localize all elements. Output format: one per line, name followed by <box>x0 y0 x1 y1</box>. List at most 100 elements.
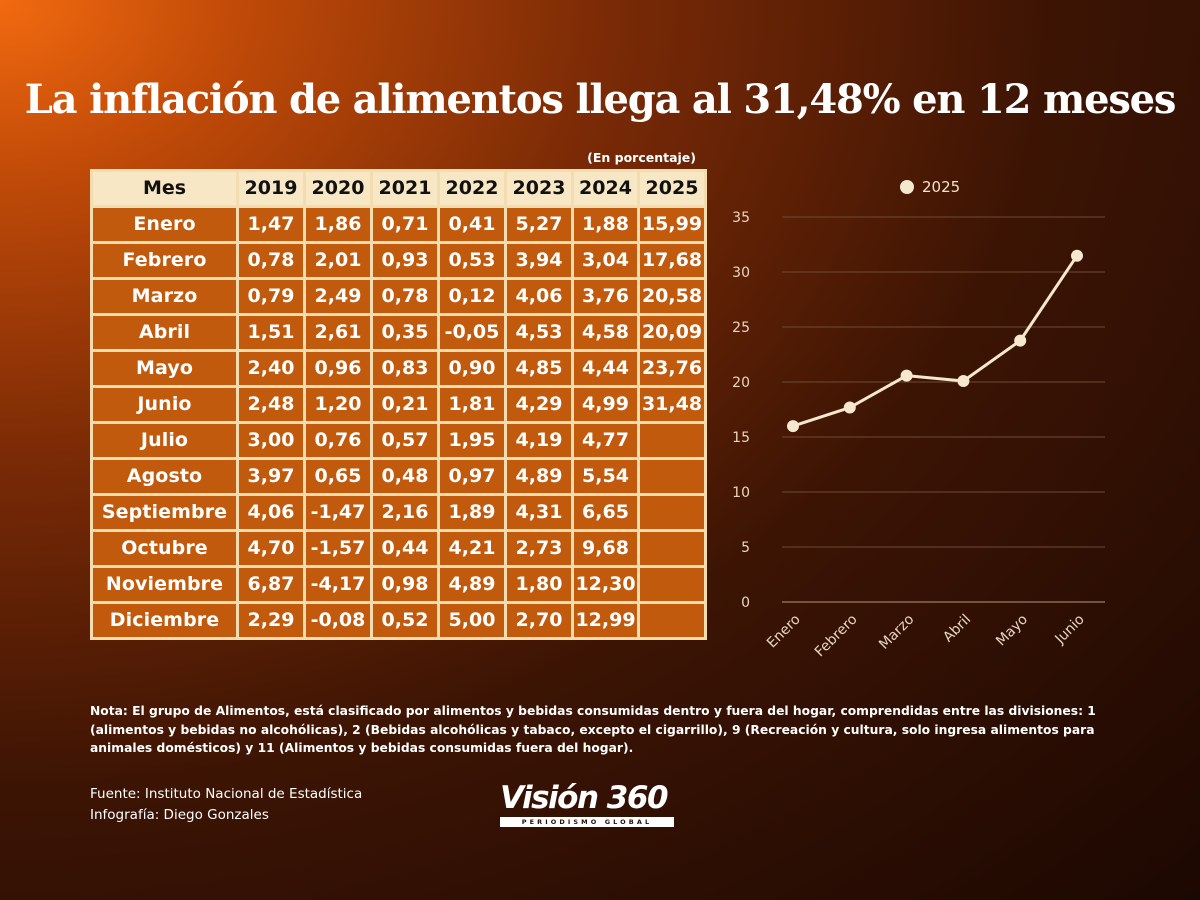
value-cell: 17,68 <box>637 241 707 280</box>
month-cell: Abril <box>90 313 239 352</box>
y-tick-label: 10 <box>732 485 750 501</box>
value-cell: 4,58 <box>571 313 640 352</box>
value-cell: 2,16 <box>370 493 440 532</box>
value-cell: 2,40 <box>236 349 306 388</box>
value-cell: 12,30 <box>571 565 640 604</box>
table-row: Febrero 0,78 2,01 0,93 0,53 3,94 3,04 17,68 <box>90 241 707 280</box>
value-cell: 5,00 <box>437 601 507 640</box>
value-cell: 2,01 <box>303 241 373 280</box>
value-cell: 0,90 <box>437 349 507 388</box>
value-cell: 1,89 <box>437 493 507 532</box>
value-cell: 0,98 <box>370 565 440 604</box>
value-cell: 2,61 <box>303 313 373 352</box>
value-cell: 0,48 <box>370 457 440 496</box>
x-tick-label: Mayo <box>993 612 1031 650</box>
data-point <box>1014 334 1027 347</box>
legend-label-2025: 2025 <box>922 178 960 196</box>
table-row: Marzo 0,79 2,49 0,78 0,12 4,06 3,76 20,58 <box>90 277 707 316</box>
chart-grid <box>782 216 1105 603</box>
value-cell: 2,73 <box>504 529 574 568</box>
value-cell: 0,57 <box>370 421 440 460</box>
header-year-2019: 2019 <box>236 169 306 208</box>
value-cell: 20,09 <box>637 313 707 352</box>
chart-legend: 2025 <box>900 178 960 196</box>
value-cell: 0,78 <box>236 241 306 280</box>
page-title: La inflación de alimentos llega al 31,48… <box>24 76 1177 123</box>
value-cell: 5,27 <box>504 205 574 244</box>
value-cell: 4,44 <box>571 349 640 388</box>
data-point <box>787 420 799 433</box>
value-cell: 0,93 <box>370 241 440 280</box>
table-row: Junio 2,48 1,20 0,21 1,81 4,29 4,99 31,48 <box>90 385 707 424</box>
value-cell: 9,68 <box>571 529 640 568</box>
value-cell: 4,06 <box>504 277 574 316</box>
series-line <box>792 254 1079 428</box>
month-cell: Noviembre <box>90 565 239 604</box>
value-cell: 0,53 <box>437 241 507 280</box>
value-cell: -4,17 <box>303 565 373 604</box>
month-cell: Enero <box>90 205 239 244</box>
table-row: Julio 3,00 0,76 0,57 1,95 4,19 4,77 <box>90 421 707 460</box>
x-tick-label: Abril <box>940 612 974 646</box>
y-tick-label: 20 <box>732 375 750 391</box>
value-cell <box>637 457 707 496</box>
value-cell: 0,44 <box>370 529 440 568</box>
value-cell: -1,57 <box>303 529 373 568</box>
value-cell: 0,52 <box>370 601 440 640</box>
infographic-credit: Infografía: Diego Gonzales <box>90 807 269 823</box>
y-tick-label: 30 <box>732 265 750 281</box>
table-row: Agosto 3,97 0,65 0,48 0,97 4,89 5,54 <box>90 457 707 496</box>
month-cell: Marzo <box>90 277 239 316</box>
header-month: Mes <box>90 169 239 208</box>
value-cell: 4,89 <box>504 457 574 496</box>
table-row: Abril 1,51 2,61 0,35 -0,05 4,53 4,58 20,09 <box>90 313 707 352</box>
month-cell: Mayo <box>90 349 239 388</box>
value-cell: 3,97 <box>236 457 306 496</box>
legend-marker <box>900 180 914 194</box>
table-body: Enero 1,47 1,86 0,71 0,41 5,27 1,88 15,99 Febrer… <box>90 205 707 640</box>
value-cell <box>637 421 707 460</box>
logo-tagline: PERIODISMO GLOBAL <box>521 818 653 826</box>
value-cell: 6,87 <box>236 565 306 604</box>
value-cell: 12,99 <box>571 601 640 640</box>
value-cell: 0,71 <box>370 205 440 244</box>
value-cell: 0,21 <box>370 385 440 424</box>
value-cell: 0,83 <box>370 349 440 388</box>
month-cell: Junio <box>90 385 239 424</box>
value-cell: 1,86 <box>303 205 373 244</box>
y-axis: 0 5 10 15 20 25 30 35 <box>732 210 750 611</box>
inflation-table: Mes 2019 2020 2021 2022 2023 2024 2025 Enero 1,4… <box>90 169 707 640</box>
value-cell: 3,00 <box>236 421 306 460</box>
value-cell: 4,06 <box>236 493 306 532</box>
value-cell: 20,58 <box>637 277 707 316</box>
value-cell: 2,29 <box>236 601 306 640</box>
value-cell: 4,19 <box>504 421 574 460</box>
value-cell: 4,29 <box>504 385 574 424</box>
data-point <box>900 369 913 382</box>
value-cell: 0,12 <box>437 277 507 316</box>
value-cell: 23,76 <box>637 349 707 388</box>
value-cell: 4,89 <box>437 565 507 604</box>
value-cell: 1,95 <box>437 421 507 460</box>
value-cell: 5,54 <box>571 457 640 496</box>
table-row: Enero 1,47 1,86 0,71 0,41 5,27 1,88 15,99 <box>90 205 707 244</box>
vision360-logo: Visión 360 PERIODISMO GLOBAL <box>500 782 680 830</box>
value-cell: 4,85 <box>504 349 574 388</box>
table-row: Noviembre 6,87 -4,17 0,98 4,89 1,80 12,30 <box>90 565 707 604</box>
value-cell: 6,65 <box>571 493 640 532</box>
x-axis: Enero Febrero Marzo Abril Mayo Junio <box>764 612 1088 661</box>
value-cell <box>637 601 707 640</box>
table-row: Mayo 2,40 0,96 0,83 0,90 4,85 4,44 23,76 <box>90 349 707 388</box>
value-cell: 4,99 <box>571 385 640 424</box>
value-cell <box>637 493 707 532</box>
value-cell: 0,76 <box>303 421 373 460</box>
credits: Fuente: Instituto Nacional de Estadístic… <box>90 784 362 826</box>
value-cell: 4,21 <box>437 529 507 568</box>
value-cell: 0,96 <box>303 349 373 388</box>
value-cell: 4,77 <box>571 421 640 460</box>
value-cell: 0,79 <box>236 277 306 316</box>
value-cell: 31,48 <box>637 385 707 424</box>
value-cell: 1,88 <box>571 205 640 244</box>
value-cell: -0,05 <box>437 313 507 352</box>
